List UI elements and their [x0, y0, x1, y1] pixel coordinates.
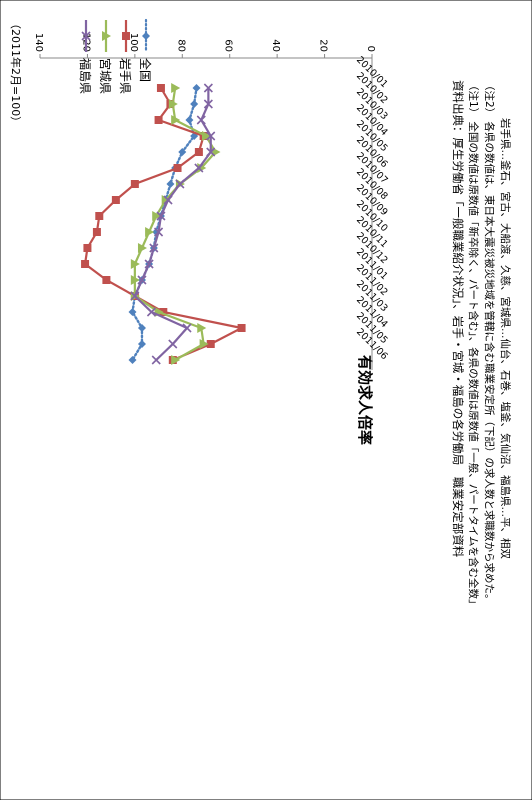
data-point [93, 228, 101, 236]
y-tick-label: 40 [270, 39, 281, 52]
data-point [155, 116, 163, 124]
y-tick-label: 20 [318, 39, 329, 52]
data-point [195, 148, 203, 156]
legend-label: 宮城県 [98, 58, 113, 94]
unit-label: （2011年2月=100） [9, 18, 23, 127]
legend-label: 岩手県 [118, 58, 133, 94]
note-2: （注2） 各県の数値は、東日本大震災被災地域を管轄に含む職業安定所（下記）の求人… [483, 80, 496, 605]
legend-marker [122, 32, 130, 40]
y-tick-label: 80 [175, 39, 186, 52]
data-point [174, 164, 182, 172]
note-source: 資料出典：厚生労働省「一般職業紹介状況」、岩手・宮城・福島の各労働局 職業安定部… [451, 80, 465, 558]
data-point [112, 196, 120, 204]
data-point [131, 180, 139, 188]
data-point [238, 324, 246, 332]
data-point [83, 244, 91, 252]
data-point [95, 212, 103, 220]
data-point [102, 276, 110, 284]
data-point [157, 84, 165, 92]
legend-label: 全国 [138, 58, 153, 82]
legend-label: 福島県 [78, 58, 93, 94]
chart-title: 有効求人倍率 [356, 355, 374, 445]
note-3: 岩手県…釜石、宮古、大船渡、久慈、宮城県…仙台、石巻、塩釜、気仙沼、福島県…平、… [499, 118, 512, 559]
y-tick-label: 0 [365, 46, 376, 52]
note-1: （注1） 全国の数値は原数値「新卒除く、パート含む」、各県の数値は原数値「一般、… [467, 80, 480, 610]
y-tick-label: 140 [33, 33, 44, 52]
data-point [81, 260, 89, 268]
y-tick-label: 60 [223, 39, 234, 52]
